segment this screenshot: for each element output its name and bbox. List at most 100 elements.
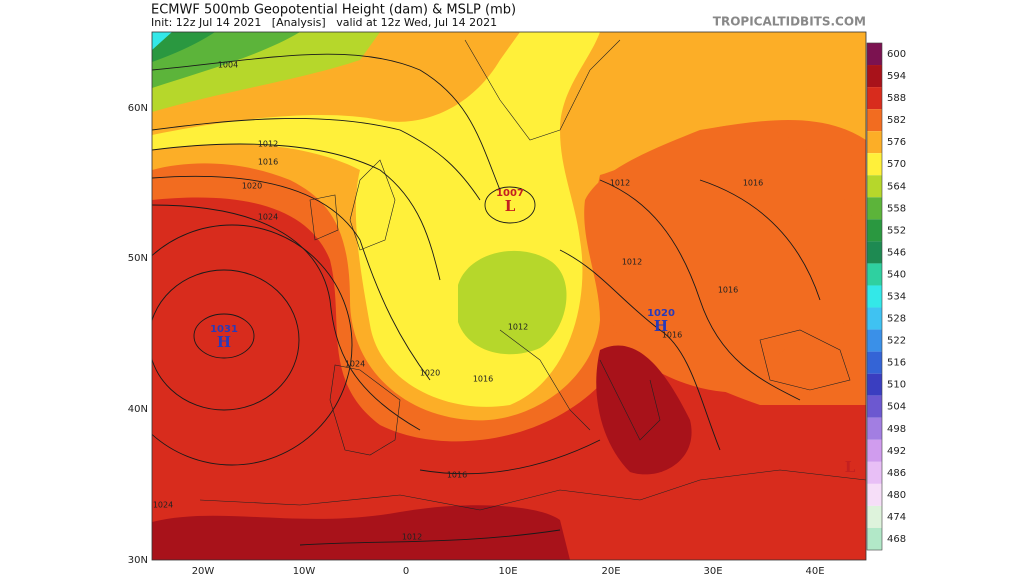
height-fill-594-east [596,345,692,475]
colorbar-segment [867,505,882,528]
height-fill-564 [458,250,567,355]
colorbar-label: 570 [887,159,906,170]
watermark: TROPICALTIDBITS.COM [713,15,866,29]
pressure-center-value: 1031 [210,324,238,335]
colorbar-label: 510 [887,380,906,391]
isobar-label: 1020 [420,369,440,378]
isobar-label: 1016 [473,375,493,384]
colorbar-segment [867,417,882,440]
colorbar-segment [867,527,882,551]
latitude-label: 30N [128,555,148,566]
isobar-label-layer: 1004 1012 1016 1020 1024 1012 1016 1012 1016 1016… [153,61,763,542]
colorbar-segment [867,395,882,418]
colorbar-segment [867,87,882,110]
longitude-label: 20W [192,566,215,576]
colorbar-label: 546 [887,247,906,258]
colorbar-segment [867,65,882,88]
longitude-label: 10E [498,566,517,576]
colorbar-label: 528 [887,314,906,325]
height-fill-582-east [593,125,860,393]
isobar-label: 1016 [447,471,467,480]
colorbar-label: 552 [887,225,906,236]
colorbar-segment [867,42,882,66]
latitude-label: 50N [128,253,148,264]
isobar-label: 1012 [258,140,278,149]
longitude-label: 40E [805,566,824,576]
colorbar-segment [867,219,882,242]
height-fill-552 [152,32,215,62]
isobar-label: 1012 [402,533,422,542]
isobar-label: 1024 [153,501,173,510]
colorbar-label: 522 [887,336,906,347]
colorbar-frame [866,42,883,551]
colorbar-segment [867,483,882,506]
colorbar-label: 492 [887,446,906,457]
isobar-label: 1020 [242,182,262,191]
isobar-label: 1012 [610,179,630,188]
colorbar-segment [867,373,882,396]
colorbar-label: 588 [887,93,906,104]
coastlines [199,39,866,511]
height-fill-594 [152,505,570,560]
colorbar-segment [867,197,882,220]
colorbar-label: 498 [887,424,906,435]
colorbar-segment [867,439,882,462]
colorbar-segment [867,131,882,154]
longitude-label: 20E [601,566,620,576]
colorbar-segment [867,153,882,176]
isobar-label: 1016 [718,286,738,295]
colorbar-label: 504 [887,402,906,413]
isobar-label: 1024 [345,360,365,369]
pressure-center-value: 1020 [647,308,675,319]
colorbar-label: 582 [887,115,906,126]
isobar-label: 1012 [622,258,642,267]
colorbar-label: 480 [887,490,906,501]
colorbar-label: 564 [887,181,906,192]
colorbar-segment [867,109,882,132]
isobars [152,53,821,546]
colorbar-segment [867,461,882,484]
map-subtitle: Init: 12z Jul 14 2021 [Analysis] valid a… [151,16,497,29]
colorbar-segment [867,263,882,286]
colorbar-label: 558 [887,203,906,214]
colorbar-segment [867,307,882,330]
isobar-label: 1024 [258,213,278,222]
latitude-label: 40N [128,404,148,415]
longitude-label: 0 [403,566,409,576]
pressure-center-letter: L [845,458,856,476]
colorbar-label: 534 [887,292,906,303]
colorbar-segment [867,329,882,352]
height-fill-534 [152,32,172,50]
isobar-label: 1016 [662,331,682,340]
colorbar-label: 474 [887,512,906,523]
map-frame [151,31,867,561]
pressure-center-letter: H [217,333,231,351]
colorbar-label: 600 [887,49,906,60]
colorbar-segment [867,241,882,264]
longitude-label: 10W [293,566,316,576]
colorbar-segment [867,285,882,308]
latitude-label: 60N [128,103,148,114]
colorbar-label: 516 [887,358,906,369]
colorbar-segment [867,175,882,198]
colorbar-label: 468 [887,534,906,545]
colorbar-label: 594 [887,71,906,82]
pressure-center-value: 1007 [496,188,524,199]
axis-label-layer: 60N 50N 40N 30N 20W 10W 0 10E 20E 30E 40E [128,103,825,577]
map-area [152,32,866,560]
longitude-label: 30E [703,566,722,576]
colorbar-segment [867,351,882,374]
colorbar-label: 576 [887,137,906,148]
isobar-label: 1016 [258,158,278,167]
pressure-center-letter: H [654,317,668,335]
colorbar: 600 594 588 582 576 570 564 558 552 546 540 534 528 5… [866,42,906,551]
isobar-label: 1004 [218,61,238,70]
pressure-center-letter: L [505,197,516,215]
isobar-label: 1012 [508,323,528,332]
colorbar-label: 540 [887,269,906,280]
map-title: ECMWF 500mb Geopotential Height (dam) & … [151,3,516,18]
colorbar-label: 486 [887,468,906,479]
